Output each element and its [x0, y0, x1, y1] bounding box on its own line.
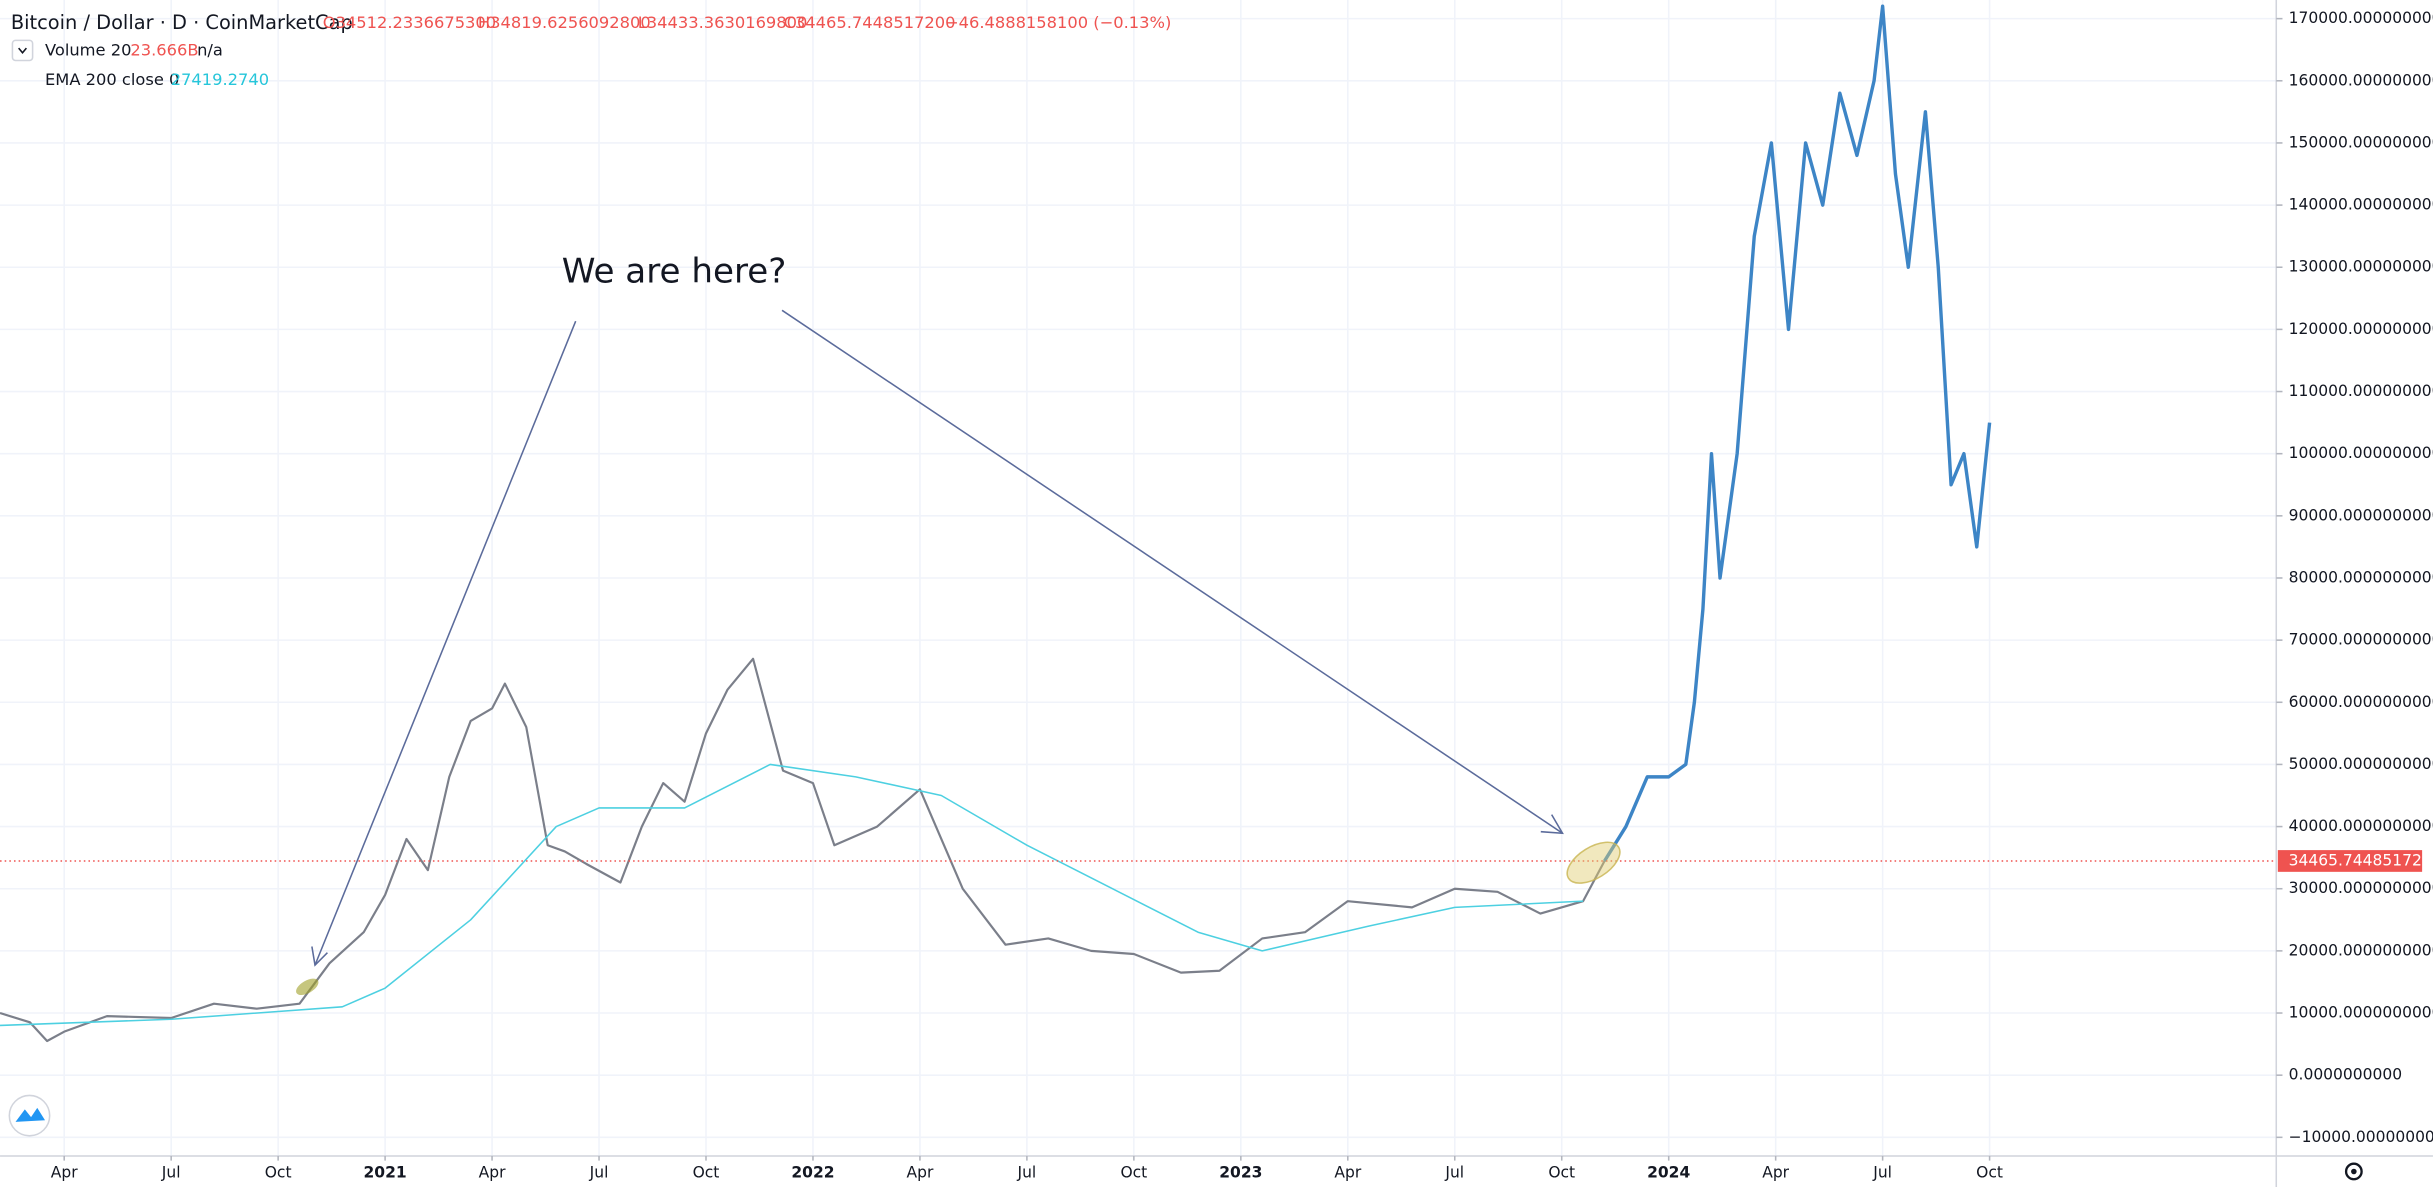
- settings-icon: [2351, 1168, 2357, 1175]
- symbol-title: Bitcoin / Dollar · D · CoinMarketCap: [11, 11, 353, 34]
- y-tick-label: 30000.0000000000: [2289, 879, 2433, 897]
- ohlc: C34465.7448517200: [784, 13, 956, 32]
- x-tick-label: Oct: [265, 1164, 292, 1182]
- plot: [0, 4, 2277, 1043]
- last-price-badge: [2277, 850, 2423, 872]
- x-tick-label: Oct: [1548, 1164, 1575, 1182]
- x-tick-label: Jul: [161, 1164, 181, 1182]
- arrow: [314, 320, 577, 966]
- x-tick-label: 2021: [364, 1164, 407, 1182]
- y-tick-label: 0.0000000000: [2289, 1066, 2402, 1084]
- x-tick-label: Jul: [1017, 1164, 1037, 1182]
- y-tick-label: 50000.0000000000: [2289, 755, 2433, 773]
- y-tick-label: 160000.0000000000: [2289, 71, 2433, 89]
- highlight: [296, 978, 319, 996]
- ohlc: H34819.6256092800: [478, 13, 651, 32]
- x-tick-label: Apr: [1762, 1164, 1789, 1182]
- y-tick-label: 40000.0000000000: [2289, 817, 2433, 835]
- collapse-icon: [18, 47, 27, 54]
- grid: [0, 0, 2277, 1156]
- x-tick-label: Apr: [479, 1164, 506, 1182]
- x-tick-label: Jul: [1872, 1164, 1892, 1182]
- y-tick-label: −10000.0000000000: [2289, 1128, 2433, 1146]
- y-tick-label: 80000.0000000000: [2289, 568, 2433, 586]
- arrow: [781, 309, 1563, 834]
- x-tick-label: 2023: [1219, 1164, 1262, 1182]
- volume-legend: Volume 20: [45, 41, 131, 60]
- ema-legend: EMA 200 close 0: [45, 70, 179, 89]
- y-tick-label: 90000.0000000000: [2289, 506, 2433, 524]
- x-tick-label: Apr: [907, 1164, 934, 1182]
- ohlc-change: −46.4888158100 (−0.13%): [945, 13, 1171, 32]
- x-tick-label: Oct: [1120, 1164, 1147, 1182]
- y-tick-label: 140000.0000000000: [2289, 196, 2433, 214]
- arrow-head: [311, 946, 328, 967]
- x-tick-label: Apr: [51, 1164, 78, 1182]
- x-tick-label: Oct: [1976, 1164, 2003, 1182]
- x-tick-label: Jul: [1444, 1164, 1464, 1182]
- ema-value: 27419.2740: [171, 70, 269, 89]
- x-tick-label: Oct: [693, 1164, 720, 1182]
- x-tick-label: Jul: [589, 1164, 609, 1182]
- price-line: [0, 763, 1584, 1027]
- y-tick-label: 70000.0000000000: [2289, 631, 2433, 649]
- last-price-label: 34465.7448517200: [2289, 851, 2433, 869]
- price-line: [0, 657, 1606, 1043]
- y-tick-label: 20000.0000000000: [2289, 941, 2433, 959]
- y-tick-label: 150000.0000000000: [2289, 133, 2433, 151]
- ohlc: O34512.2336675300: [323, 13, 496, 32]
- highlight: [1566, 841, 1621, 884]
- x-tick-label: 2024: [1647, 1164, 1690, 1182]
- y-tick-label: 170000.0000000000: [2289, 9, 2433, 27]
- ohlc: L34433.3630169800: [638, 13, 808, 32]
- y-tick-label: 60000.0000000000: [2289, 693, 2433, 711]
- arrow-head: [1540, 814, 1564, 835]
- price-line: [1603, 4, 1992, 862]
- y-tick-label: 110000.0000000000: [2289, 382, 2433, 400]
- volume-value: n/a: [197, 41, 223, 60]
- settings-button[interactable]: [2344, 1162, 2363, 1181]
- logo-icon: [15, 1107, 46, 1122]
- y-tick-label: 10000.0000000000: [2289, 1004, 2433, 1022]
- x-tick-label: 2022: [791, 1164, 834, 1182]
- collapse-button[interactable]: [11, 39, 34, 62]
- y-tick-label: 130000.0000000000: [2289, 258, 2433, 276]
- axes: −10000.0000000000 0.0000000000 10000.00000…: [51, 9, 2433, 1181]
- x-tick-label: Apr: [1334, 1164, 1361, 1182]
- y-tick-label: 100000.0000000000: [2289, 444, 2433, 462]
- annotation: We are here?: [562, 252, 787, 292]
- y-tick-label: 120000.0000000000: [2289, 320, 2433, 338]
- volume-value: 23.666B: [130, 41, 198, 60]
